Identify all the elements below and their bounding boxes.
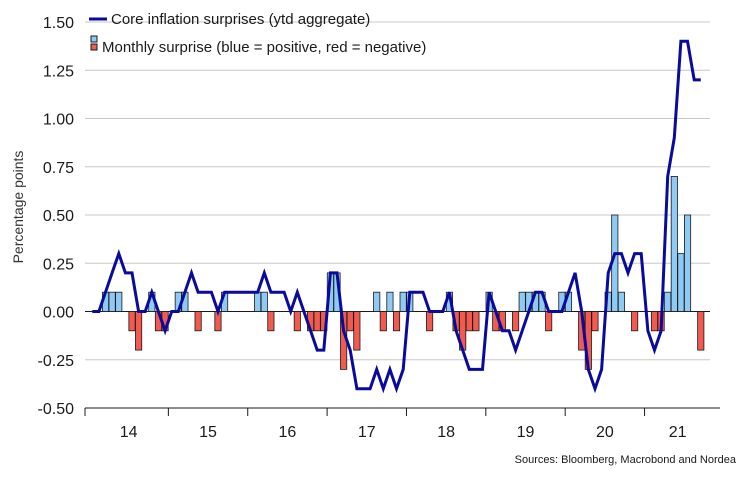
y-tick-label: 1.00 bbox=[43, 112, 74, 129]
y-tick-label: 0.00 bbox=[43, 305, 74, 322]
x-tick-label: 18 bbox=[437, 424, 455, 441]
bar-negative bbox=[631, 311, 639, 332]
bar-negative bbox=[353, 311, 361, 351]
y-tick-label: 0.75 bbox=[43, 160, 74, 177]
bar-negative bbox=[697, 311, 705, 351]
legend: Core inflation surprises (ytd aggregate)… bbox=[89, 11, 426, 56]
bar-negative bbox=[135, 311, 143, 351]
x-axis: 14 15 16 17 18 19 20 21 bbox=[84, 407, 720, 441]
ytd-aggregate-line-path bbox=[92, 39, 701, 394]
x-tick-label: 16 bbox=[279, 424, 297, 441]
bar-negative bbox=[465, 311, 473, 332]
legend-line-label: Core inflation surprises (ytd aggregate) bbox=[111, 11, 370, 28]
y-tick-label: 1.50 bbox=[43, 15, 74, 32]
y-tick-label: 0.50 bbox=[43, 208, 74, 225]
bar-negative bbox=[472, 311, 480, 332]
bar-positive bbox=[386, 291, 394, 312]
bar-positive bbox=[664, 291, 672, 312]
y-axis-title: Percentage points bbox=[10, 151, 26, 264]
bar-negative bbox=[194, 311, 202, 332]
bar-negative bbox=[392, 311, 401, 332]
bar-positive bbox=[677, 253, 685, 312]
bar-negative bbox=[650, 311, 659, 332]
bar-negative bbox=[313, 311, 321, 332]
bar-negative bbox=[591, 311, 599, 332]
bar-positive bbox=[684, 214, 692, 312]
x-tick-label: 17 bbox=[358, 424, 376, 441]
bar-negative bbox=[426, 311, 434, 332]
bar-positive bbox=[399, 291, 407, 312]
legend-negative-swatch bbox=[90, 43, 98, 51]
x-tick-label: 21 bbox=[669, 424, 687, 441]
bar-positive bbox=[518, 291, 526, 312]
x-tick-label: 14 bbox=[120, 424, 138, 441]
bar-positive bbox=[373, 291, 381, 312]
bar-positive bbox=[254, 291, 262, 312]
y-tick-label: 1.25 bbox=[43, 63, 74, 80]
x-tick-label: 19 bbox=[517, 424, 535, 441]
bar-positive bbox=[260, 291, 268, 312]
legend-positive-swatch bbox=[90, 35, 98, 43]
bar-negative bbox=[267, 311, 275, 332]
y-axis-tick-labels: 1.50 1.25 1.00 0.75 0.50 0.25 0.00 -0.25 -0.50 bbox=[38, 15, 75, 418]
bar-positive bbox=[617, 291, 625, 312]
bar-negative bbox=[128, 311, 136, 332]
bar-negative bbox=[379, 311, 387, 332]
bar-negative bbox=[346, 311, 354, 332]
bar-negative bbox=[293, 311, 301, 332]
y-tick-label: -0.25 bbox=[38, 353, 75, 370]
bar-positive bbox=[670, 175, 678, 312]
y-tick-label: -0.50 bbox=[38, 401, 75, 418]
y-tick-label: 0.25 bbox=[43, 256, 74, 273]
bar-positive bbox=[115, 291, 123, 312]
x-tick-label: 20 bbox=[596, 424, 614, 441]
legend-bar-label: Monthly surprise (blue = positive, red =… bbox=[102, 39, 426, 56]
x-tick-label: 15 bbox=[199, 424, 217, 441]
ytd-aggregate-line bbox=[92, 39, 701, 394]
bar-positive bbox=[108, 291, 116, 312]
bar-negative bbox=[512, 311, 520, 332]
source-note: Sources: Bloomberg, Macrobond and Nordea bbox=[515, 454, 737, 466]
bar-negative bbox=[545, 311, 553, 332]
